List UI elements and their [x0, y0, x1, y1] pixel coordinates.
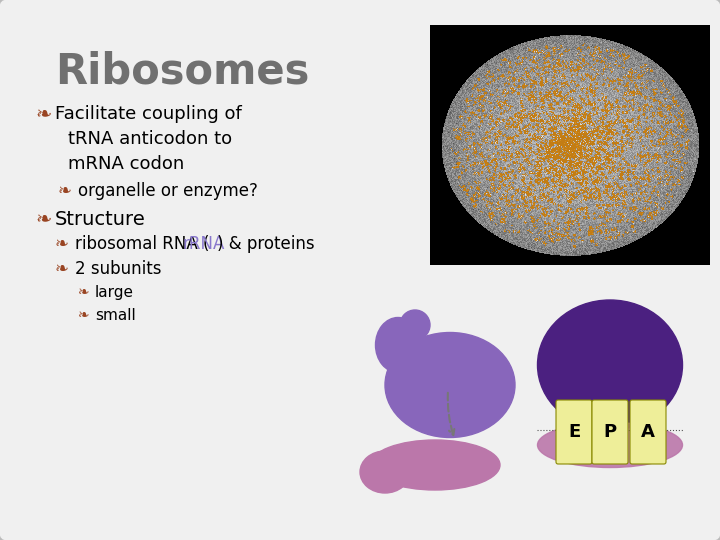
Text: rRNA: rRNA — [183, 235, 225, 253]
Text: mRNA codon: mRNA codon — [68, 155, 184, 173]
Text: Structure: Structure — [55, 210, 145, 229]
FancyBboxPatch shape — [630, 400, 666, 464]
Text: Ribosomes: Ribosomes — [55, 50, 310, 92]
FancyBboxPatch shape — [592, 400, 628, 464]
Text: P: P — [603, 423, 616, 441]
Text: tRNA anticodon to: tRNA anticodon to — [68, 130, 232, 148]
Text: ❧: ❧ — [78, 285, 89, 299]
Text: organelle or enzyme?: organelle or enzyme? — [78, 182, 258, 200]
Text: small: small — [95, 308, 136, 323]
Text: A: A — [641, 423, 655, 441]
Ellipse shape — [376, 318, 420, 373]
FancyBboxPatch shape — [556, 400, 592, 464]
Ellipse shape — [385, 333, 515, 437]
Text: ❧: ❧ — [58, 182, 72, 200]
Text: 2 subunits: 2 subunits — [75, 260, 161, 278]
Ellipse shape — [370, 440, 500, 490]
Ellipse shape — [538, 300, 683, 430]
Text: ❧: ❧ — [35, 105, 51, 124]
Text: E: E — [568, 423, 580, 441]
Text: large: large — [95, 285, 134, 300]
Text: Facilitate coupling of: Facilitate coupling of — [55, 105, 242, 123]
Ellipse shape — [400, 310, 430, 340]
Text: ❧: ❧ — [35, 210, 51, 229]
Ellipse shape — [538, 422, 683, 468]
Text: ❧: ❧ — [55, 260, 69, 278]
Ellipse shape — [360, 451, 410, 493]
Text: ❧: ❧ — [55, 235, 69, 253]
Text: ❧: ❧ — [78, 308, 89, 322]
Text: ) & proteins: ) & proteins — [217, 235, 315, 253]
Text: ribosomal RNA (: ribosomal RNA ( — [75, 235, 210, 253]
